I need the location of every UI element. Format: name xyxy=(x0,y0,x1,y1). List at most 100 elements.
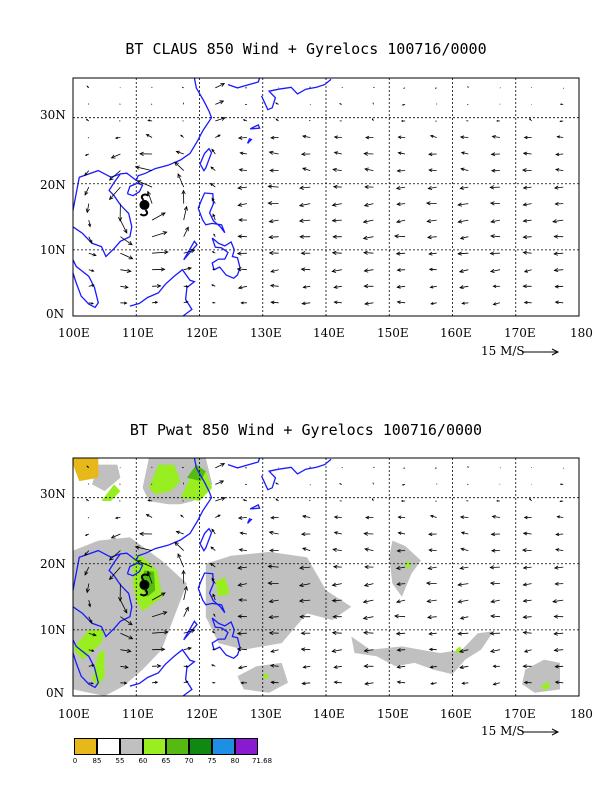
panel1-wind-arrowhead xyxy=(553,268,559,273)
panel2-wind-arrow xyxy=(333,549,342,551)
panel2-wind-arrow xyxy=(427,616,437,618)
panel1-lat-label-30n: 30N xyxy=(40,108,66,122)
panel1-wind-arrow xyxy=(491,219,500,223)
panel2-wind-arrow xyxy=(238,517,247,519)
panel2-wind-arrowhead xyxy=(298,582,304,588)
panel1-wind-arrow xyxy=(554,186,564,189)
panel2-wind-arrowhead xyxy=(365,515,370,520)
panel1-wind-arrow xyxy=(363,219,374,223)
panel2-wind-arrow xyxy=(215,480,224,485)
panel2-wind-arrowhead xyxy=(237,515,243,520)
panel1-wind-arrowhead xyxy=(91,302,95,305)
panel2-wind-arrowhead xyxy=(522,565,528,570)
panel2-wind-arrowhead xyxy=(559,483,562,486)
panel2-wind-arrow xyxy=(341,466,343,469)
panel1-wind-arrowhead xyxy=(268,234,274,240)
panel1-wind-arrowhead xyxy=(492,302,497,306)
panel2-wind-arrow xyxy=(397,665,406,668)
panel1-wind-arrow xyxy=(397,269,406,271)
panel1-wind-arrowhead xyxy=(108,195,114,201)
panel2-wind-arrowhead xyxy=(362,599,368,604)
panel2-wind-arrow xyxy=(177,553,185,568)
panel1-wind-arrowhead xyxy=(522,250,527,255)
panel1-wind-arrowhead xyxy=(521,168,527,173)
panel2-wind-arrowhead xyxy=(554,680,559,685)
panel1-wind-arrowhead xyxy=(299,234,304,239)
panel1-wind-arrowhead xyxy=(270,300,275,305)
panel1-wind-arrowhead xyxy=(180,134,183,137)
panel1-wind-arrow xyxy=(555,301,564,304)
panel1-wind-arrow xyxy=(490,202,500,204)
panel2-wind-arrowhead xyxy=(177,553,182,559)
panel1-wind-arrowhead xyxy=(364,167,369,172)
panel1-wind-arrowhead xyxy=(302,285,307,289)
panel1-wind-arrowhead xyxy=(212,213,216,218)
panel1-wind-arrow xyxy=(396,252,406,255)
panel2-wind-arrowhead xyxy=(332,547,337,552)
panel1-wind-arrow xyxy=(87,103,90,105)
panel1-wind-arrowhead xyxy=(220,83,226,87)
panel1-wind-arrowhead xyxy=(267,184,273,189)
panel2-wind-arrowhead xyxy=(242,499,246,502)
panel2-wind-arrowhead xyxy=(124,665,129,669)
panel2-wind-arrow xyxy=(430,515,437,518)
panel2-wind-arrow xyxy=(88,616,93,624)
panel2-coastline xyxy=(246,517,253,524)
panel2-lat-label-0n: 0N xyxy=(46,686,65,700)
legend-swatch xyxy=(235,738,258,755)
panel1-coastline xyxy=(199,147,213,172)
panel1-wind-arrowhead xyxy=(212,268,215,271)
panel1-wind-arrowhead xyxy=(240,301,244,305)
panel1-wind-arrowhead xyxy=(177,173,182,179)
panel1-coastline xyxy=(129,268,196,317)
panel2-wind-arrowhead xyxy=(154,681,159,684)
panel2-wind-arrow xyxy=(215,497,226,502)
legend-label: 85 xyxy=(92,757,102,765)
panel1-wind-arrow xyxy=(429,252,437,255)
panel2-wind-arrowhead xyxy=(236,631,242,636)
panel1-typhoon-symbol-arm xyxy=(139,209,149,217)
panel1-wind-arrowhead xyxy=(460,151,465,155)
panel2-wind-arrowhead xyxy=(556,515,561,519)
panel2-wind-arrowhead xyxy=(553,631,558,636)
legend-swatch xyxy=(74,738,97,755)
panel1-wind-arrowhead xyxy=(396,202,401,206)
panel1-wind-arrow xyxy=(430,135,437,138)
panel1-wind-arrow xyxy=(151,212,166,221)
panel1-wind-arrow xyxy=(237,268,247,271)
panel2-wind-arrow xyxy=(120,632,133,640)
panel1-wind-arrowhead xyxy=(426,218,432,224)
panel2-wind-arrow xyxy=(523,566,532,569)
panel1-wind-arrowhead xyxy=(84,153,88,156)
panel2-pwat-region-60 xyxy=(101,484,121,501)
panel1-wind-arrow xyxy=(556,153,564,155)
panel2-wind-arrowhead xyxy=(86,465,89,468)
panel1-wind-arrowhead xyxy=(185,285,189,288)
panel1-wind-arrow xyxy=(211,198,216,204)
panel1-wind-arrowhead xyxy=(395,251,401,256)
panel1-coastline xyxy=(72,173,133,258)
panel1-wind-arrow xyxy=(493,302,501,305)
panel2-wind-arrow xyxy=(523,616,532,618)
panel1-wind-arrow xyxy=(523,152,532,155)
panel2-wind-arrows xyxy=(84,463,565,686)
panel2-wind-arrowhead xyxy=(364,564,369,569)
panel2-wind-arrowhead xyxy=(84,533,88,536)
panel2-wind-arrow xyxy=(147,571,153,584)
panel1-wind-arrowhead xyxy=(85,208,90,214)
panel2-wind-arrowhead xyxy=(185,680,189,684)
panel2-lat-label-30n: 30N xyxy=(40,487,66,501)
panel2-wind-arrowhead xyxy=(426,598,432,604)
panel2-wind-arrowhead xyxy=(339,483,341,485)
panel2-coastline xyxy=(197,572,226,614)
panel2-wind-arrow xyxy=(84,550,90,556)
panel2-wind-arrow xyxy=(396,632,406,635)
panel2-pwat-wind-map xyxy=(72,457,580,697)
panel2-wind-arrow xyxy=(460,616,469,619)
panel1-wind-arrowhead xyxy=(124,285,129,289)
panel1-wind-arrowhead xyxy=(268,250,274,256)
panel1-wind-arrowhead xyxy=(187,266,193,271)
panel2-wind-arrow xyxy=(397,583,406,585)
panel1-wind-arrow xyxy=(332,203,342,206)
panel1-wind-arrowhead xyxy=(522,284,527,289)
